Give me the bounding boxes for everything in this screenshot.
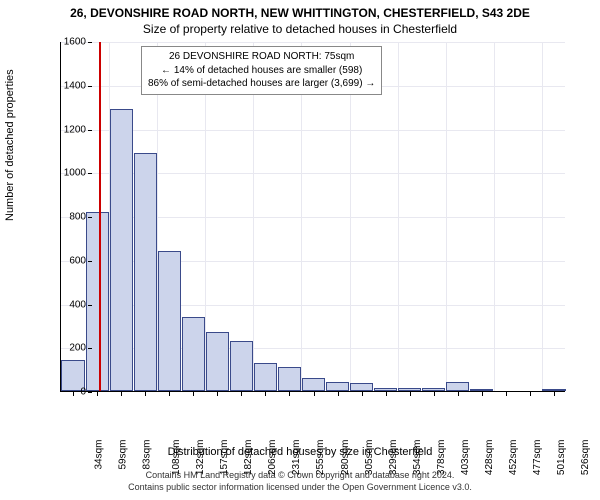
histogram-bar <box>254 363 277 391</box>
grid-line-v <box>446 42 447 391</box>
x-tick <box>314 391 315 396</box>
x-tick <box>73 391 74 396</box>
grid-line-h <box>61 130 565 131</box>
x-tick-label: 83sqm <box>142 440 153 470</box>
histogram-bar <box>182 317 205 391</box>
y-axis-title: Number of detached properties <box>4 69 16 221</box>
x-tick <box>410 391 411 396</box>
y-tick <box>88 305 92 306</box>
histogram-bar <box>326 382 349 391</box>
x-tick-label: 477sqm <box>532 440 543 476</box>
x-tick-label: 157sqm <box>219 440 230 476</box>
histogram-bar <box>302 378 325 391</box>
y-tick <box>88 392 92 393</box>
x-tick <box>241 391 242 396</box>
x-tick-label: 526sqm <box>580 440 591 476</box>
x-tick-label: 231sqm <box>291 440 302 476</box>
y-tick-label: 1600 <box>64 37 86 48</box>
annotation-line: ← 14% of detached houses are smaller (59… <box>148 64 375 78</box>
x-tick <box>289 391 290 396</box>
histogram-bar <box>446 382 469 391</box>
x-tick-label: 403sqm <box>460 440 471 476</box>
x-tick <box>97 391 98 396</box>
x-tick <box>554 391 555 396</box>
x-tick <box>193 391 194 396</box>
annotation-line: 86% of semi-detached houses are larger (… <box>148 77 375 91</box>
y-tick-label: 600 <box>69 255 86 266</box>
x-tick <box>217 391 218 396</box>
title-address: 26, DEVONSHIRE ROAD NORTH, NEW WHITTINGT… <box>0 0 600 20</box>
y-tick-label: 200 <box>69 343 86 354</box>
y-tick-label: 800 <box>69 212 86 223</box>
x-tick <box>458 391 459 396</box>
y-tick-label: 400 <box>69 299 86 310</box>
x-tick-label: 329sqm <box>388 440 399 476</box>
x-tick-label: 108sqm <box>171 440 182 476</box>
x-tick <box>482 391 483 396</box>
y-tick <box>88 173 92 174</box>
grid-line-v <box>398 42 399 391</box>
histogram-bar <box>230 341 253 391</box>
property-marker-line <box>99 42 101 391</box>
histogram-bar <box>134 153 157 391</box>
x-tick-label: 182sqm <box>243 440 254 476</box>
x-tick <box>169 391 170 396</box>
y-tick <box>88 86 92 87</box>
histogram-bar <box>350 383 373 391</box>
annotation-box: 26 DEVONSHIRE ROAD NORTH: 75sqm← 14% of … <box>141 46 382 95</box>
grid-line-v <box>542 42 543 391</box>
histogram-bar <box>110 109 133 391</box>
x-tick-label: 280sqm <box>340 440 351 476</box>
x-tick-label: 501sqm <box>556 440 567 476</box>
x-tick-label: 59sqm <box>118 440 129 470</box>
x-tick-label: 34sqm <box>94 440 105 470</box>
x-tick-label: 354sqm <box>412 440 423 476</box>
x-tick-label: 452sqm <box>508 440 519 476</box>
x-tick <box>386 391 387 396</box>
x-tick-label: 206sqm <box>267 440 278 476</box>
x-tick-label: 378sqm <box>436 440 447 476</box>
grid-line-h <box>61 42 565 43</box>
grid-line-v <box>494 42 495 391</box>
y-tick-label: 1400 <box>64 80 86 91</box>
histogram-bar <box>278 367 301 391</box>
x-tick-label: 255sqm <box>316 440 327 476</box>
x-tick <box>121 391 122 396</box>
y-tick <box>88 217 92 218</box>
x-tick <box>338 391 339 396</box>
y-tick <box>88 42 92 43</box>
y-tick <box>88 261 92 262</box>
plot-area: 26 DEVONSHIRE ROAD NORTH: 75sqm← 14% of … <box>60 42 565 392</box>
y-tick-label: 0 <box>80 387 86 398</box>
x-tick <box>362 391 363 396</box>
histogram-bar <box>206 332 229 391</box>
x-tick <box>145 391 146 396</box>
y-tick <box>88 348 92 349</box>
title-subtitle: Size of property relative to detached ho… <box>0 20 600 36</box>
histogram-bar <box>86 212 109 391</box>
y-tick-label: 1000 <box>64 168 86 179</box>
x-tick-label: 132sqm <box>195 440 206 476</box>
histogram-bar <box>158 251 181 391</box>
x-tick <box>265 391 266 396</box>
x-tick <box>530 391 531 396</box>
chart-container: 26, DEVONSHIRE ROAD NORTH, NEW WHITTINGT… <box>0 0 600 500</box>
x-tick <box>434 391 435 396</box>
annotation-line: 26 DEVONSHIRE ROAD NORTH: 75sqm <box>148 50 375 64</box>
y-tick <box>88 130 92 131</box>
y-tick-label: 1200 <box>64 124 86 135</box>
x-tick-label: 305sqm <box>364 440 375 476</box>
x-tick <box>506 391 507 396</box>
footer-licence: Contains public sector information licen… <box>0 482 600 492</box>
x-tick-label: 428sqm <box>484 440 495 476</box>
